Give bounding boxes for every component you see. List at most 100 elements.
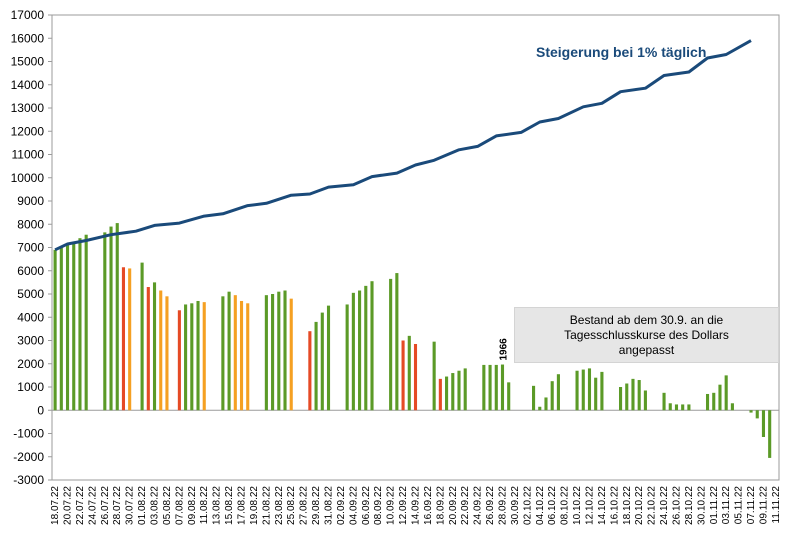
x-tick-label: 28.07.22	[112, 486, 123, 525]
bar	[177, 310, 181, 411]
x-tick-label: 25.08.22	[286, 486, 297, 525]
bar	[494, 364, 498, 411]
bar	[482, 364, 486, 411]
bar	[165, 296, 169, 411]
y-tick-label: 11000	[12, 148, 45, 162]
bar	[196, 300, 200, 411]
bar	[289, 298, 293, 411]
x-tick-label: 28.10.22	[684, 486, 695, 525]
x-tick-label: 30.09.22	[510, 486, 521, 525]
bar	[283, 290, 287, 411]
x-tick-label: 02.10.22	[522, 486, 533, 525]
bar	[320, 312, 324, 411]
x-tick-label: 08.09.22	[373, 486, 384, 525]
bar	[78, 238, 82, 411]
x-tick-label: 08.10.22	[560, 486, 571, 525]
bar	[643, 390, 647, 411]
bar	[140, 262, 144, 411]
bar	[389, 278, 393, 411]
bar	[351, 292, 355, 411]
x-tick-label: 28.09.22	[497, 486, 508, 525]
x-tick-label: 22.09.22	[460, 486, 471, 525]
bar	[538, 406, 542, 411]
x-tick-label: 26.07.22	[100, 486, 111, 525]
bar-data-label: 1966	[498, 338, 509, 361]
bar	[221, 296, 225, 411]
y-tick-label: 4000	[17, 310, 44, 324]
x-tick-label: 24.09.22	[473, 486, 484, 525]
x-tick-label: 04.10.22	[535, 486, 546, 525]
annotation-box: Bestand ab dem 30.9. an die Tagesschluss…	[514, 307, 779, 363]
y-tick-label: 5000	[17, 287, 44, 301]
x-tick-label: 31.08.22	[324, 486, 335, 525]
bar	[594, 377, 598, 411]
bar	[662, 392, 666, 411]
bar	[84, 234, 88, 411]
bar	[438, 378, 442, 411]
y-tick-label: 16000	[11, 31, 45, 45]
bar	[668, 403, 672, 411]
x-tick-label: 07.08.22	[174, 486, 185, 525]
x-tick-label: 12.09.22	[398, 486, 409, 525]
y-tick-label: 7000	[17, 241, 44, 255]
x-tick-label: 22.07.22	[75, 486, 86, 525]
bar	[575, 370, 579, 411]
x-tick-label: 11.11.22	[771, 486, 782, 524]
bar	[121, 267, 126, 411]
bar	[202, 302, 206, 411]
x-tick-label: 24.07.22	[87, 486, 98, 525]
x-tick-label: 26.10.22	[671, 486, 682, 525]
bar	[749, 410, 753, 413]
bar	[532, 385, 536, 411]
bar	[271, 294, 275, 411]
bar	[705, 393, 710, 411]
bar	[364, 285, 368, 411]
bar	[463, 368, 467, 411]
x-tick-label: 27.08.22	[299, 486, 310, 525]
bar	[59, 247, 63, 411]
x-tick-label: 18.07.22	[50, 486, 61, 525]
x-tick-label: 30.07.22	[125, 486, 136, 525]
annotation-line-3: angepasst	[618, 342, 675, 357]
bar	[152, 282, 157, 411]
x-tick-label: 03.08.22	[150, 486, 161, 525]
bar	[72, 241, 76, 411]
y-tick-label: 8000	[17, 217, 44, 231]
y-tick-label: 0	[37, 403, 44, 417]
x-tick-label: 04.09.22	[348, 486, 359, 525]
bar	[239, 300, 244, 411]
bar	[326, 305, 331, 411]
bar	[277, 291, 281, 411]
x-tick-label: 05.11.22	[734, 486, 745, 525]
x-tick-label: 10.09.22	[386, 486, 397, 525]
bar	[600, 371, 604, 411]
x-tick-label: 22.10.22	[647, 486, 658, 525]
bar	[457, 370, 461, 411]
bar	[407, 335, 411, 411]
bar	[370, 281, 374, 411]
x-tick-label: 05.08.22	[162, 486, 173, 525]
x-tick-label: 06.10.22	[547, 486, 558, 525]
bar	[445, 376, 449, 411]
x-tick-label: 23.08.22	[274, 486, 285, 525]
bar	[587, 368, 592, 411]
annotation-line-2: Tagesschlusskurse des Dollars	[564, 327, 729, 342]
x-tick-label: 01.11.22	[709, 486, 720, 525]
x-tick-label: 14.09.22	[411, 486, 422, 525]
x-tick-label: 29.08.22	[311, 486, 322, 525]
bar	[233, 295, 237, 411]
bar	[308, 331, 312, 411]
y-tick-label: 3000	[17, 334, 44, 348]
bar	[768, 410, 772, 458]
x-tick-label: 09.08.22	[187, 486, 198, 525]
bar	[146, 287, 150, 411]
x-tick-label: 20.09.22	[448, 486, 459, 525]
bar	[190, 303, 194, 411]
y-tick-label: -2000	[13, 450, 44, 464]
y-tick-label: 12000	[11, 124, 45, 138]
x-tick-label: 16.09.22	[423, 486, 434, 525]
y-tick-label: 15000	[11, 55, 45, 69]
x-tick-label: 16.10.22	[609, 486, 620, 525]
bar	[488, 364, 492, 411]
